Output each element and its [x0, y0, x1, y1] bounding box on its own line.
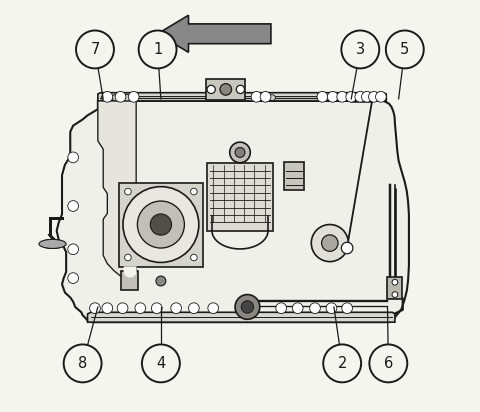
Bar [121, 271, 138, 290]
Circle shape [102, 91, 113, 102]
Circle shape [139, 30, 177, 68]
Text: 4: 4 [156, 356, 166, 371]
Circle shape [370, 344, 407, 382]
Bar [387, 277, 402, 299]
Bar [285, 162, 304, 190]
Circle shape [235, 295, 260, 319]
Ellipse shape [368, 95, 374, 101]
Circle shape [323, 344, 361, 382]
Circle shape [326, 303, 337, 314]
Circle shape [327, 91, 338, 102]
Circle shape [251, 91, 262, 102]
Circle shape [191, 188, 197, 195]
Ellipse shape [269, 95, 276, 101]
Polygon shape [87, 312, 395, 322]
Circle shape [128, 91, 139, 102]
Bar [119, 183, 203, 267]
Ellipse shape [252, 95, 259, 101]
Circle shape [292, 303, 303, 314]
Circle shape [260, 91, 271, 102]
Circle shape [392, 292, 398, 297]
Circle shape [156, 276, 166, 286]
Circle shape [276, 303, 287, 314]
Circle shape [123, 187, 199, 262]
Circle shape [311, 225, 348, 262]
Bar [206, 79, 245, 100]
Ellipse shape [336, 95, 342, 101]
Circle shape [342, 303, 352, 314]
Circle shape [151, 303, 162, 314]
Text: 3: 3 [356, 42, 365, 57]
Circle shape [90, 303, 100, 314]
Circle shape [341, 30, 379, 68]
Circle shape [117, 303, 128, 314]
Circle shape [236, 85, 244, 94]
Circle shape [361, 91, 372, 102]
Text: 5: 5 [400, 42, 409, 57]
Circle shape [310, 303, 320, 314]
Circle shape [317, 91, 328, 102]
Circle shape [392, 279, 398, 285]
Circle shape [341, 242, 353, 254]
Text: 1: 1 [153, 42, 162, 57]
Circle shape [171, 303, 181, 314]
Circle shape [346, 91, 357, 102]
Text: 7: 7 [90, 42, 100, 57]
Text: 6: 6 [384, 356, 393, 371]
Circle shape [125, 254, 131, 261]
Ellipse shape [220, 84, 231, 95]
Circle shape [135, 303, 145, 314]
Circle shape [208, 303, 218, 314]
Ellipse shape [360, 95, 367, 101]
Ellipse shape [261, 95, 267, 101]
Circle shape [137, 201, 184, 248]
Ellipse shape [375, 95, 381, 101]
Ellipse shape [344, 95, 350, 101]
Circle shape [150, 214, 171, 235]
Circle shape [125, 188, 131, 195]
Circle shape [189, 303, 199, 314]
Circle shape [235, 147, 245, 157]
Ellipse shape [102, 94, 110, 101]
Ellipse shape [353, 95, 360, 101]
Circle shape [369, 91, 379, 102]
Circle shape [337, 91, 348, 102]
Circle shape [355, 91, 366, 102]
FancyArrow shape [157, 15, 271, 52]
Ellipse shape [319, 95, 326, 101]
Ellipse shape [327, 95, 334, 101]
Polygon shape [98, 93, 386, 101]
Circle shape [375, 91, 386, 102]
Circle shape [102, 303, 113, 314]
Circle shape [386, 30, 424, 68]
Circle shape [68, 244, 79, 255]
Circle shape [230, 142, 250, 163]
Circle shape [64, 344, 102, 382]
Circle shape [76, 30, 114, 68]
Circle shape [191, 254, 197, 261]
Text: 2: 2 [337, 356, 347, 371]
Circle shape [68, 152, 79, 163]
Ellipse shape [122, 94, 131, 101]
Ellipse shape [112, 94, 121, 101]
Bar [207, 163, 273, 231]
Circle shape [68, 273, 79, 283]
Circle shape [207, 85, 216, 94]
Circle shape [322, 235, 338, 251]
Ellipse shape [39, 239, 66, 248]
Circle shape [142, 344, 180, 382]
Polygon shape [98, 101, 136, 278]
Text: 8: 8 [78, 356, 87, 371]
Circle shape [241, 301, 253, 313]
Circle shape [115, 91, 126, 102]
Polygon shape [57, 101, 409, 322]
Circle shape [68, 201, 79, 211]
